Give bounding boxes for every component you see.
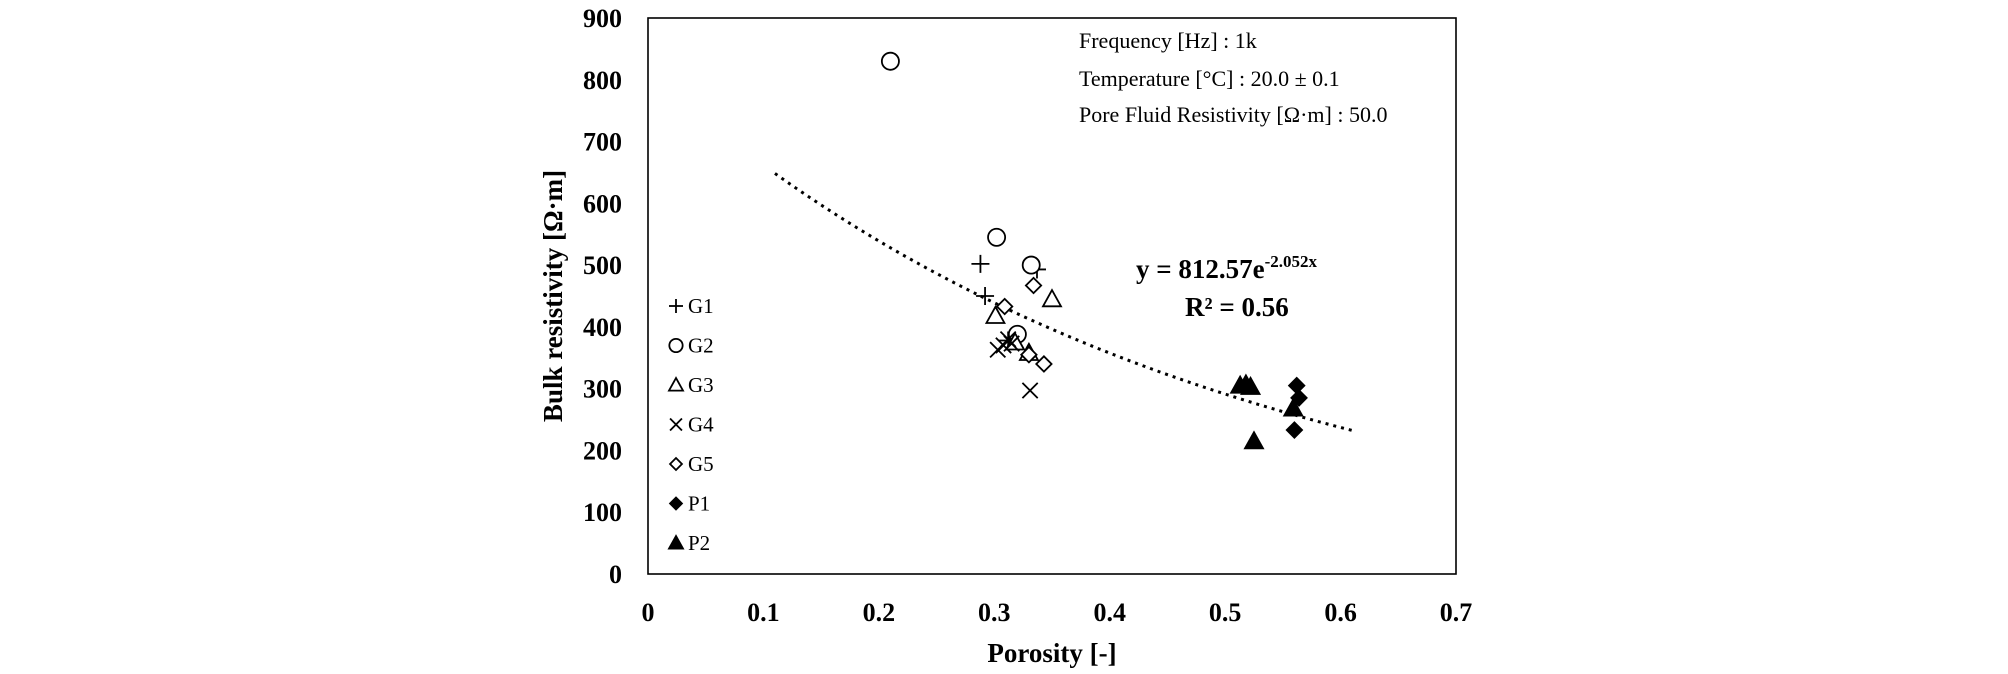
data-point-g4 [1021, 382, 1039, 399]
x-tick-label: 0.2 [863, 598, 896, 627]
y-tick-label: 0 [609, 560, 622, 589]
data-point-g5 [995, 297, 1014, 316]
legend-marker-g1 [669, 299, 683, 313]
data-point-g3 [1041, 288, 1063, 308]
legend-marker-p1 [668, 496, 684, 511]
data-point-p1 [1287, 376, 1306, 395]
x-tick-label: 0.1 [747, 598, 780, 627]
series-g2 [880, 51, 1041, 344]
y-tick-label: 400 [583, 313, 622, 342]
legend-marker-p2 [667, 534, 685, 550]
legend-item-p2: P2 [667, 531, 710, 555]
y-tick-label: 300 [583, 375, 622, 404]
y-tick-label: 600 [583, 189, 622, 218]
legend-item-g5: G5 [668, 452, 714, 476]
x-tick-label: 0.7 [1440, 598, 1473, 627]
x-tick-label: 0.5 [1209, 598, 1242, 627]
x-tick-label: 0.6 [1324, 598, 1357, 627]
legend-label: G4 [688, 413, 714, 437]
data-point-p2 [1240, 375, 1262, 395]
legend-marker-g3 [667, 376, 685, 392]
legend-item-g2: G2 [668, 334, 714, 358]
y-axis-ticks: 0 100 200 300 400 500 600 700 800 900 [583, 4, 622, 589]
x-axis-title: Porosity [-] [987, 638, 1116, 668]
y-tick-label: 100 [583, 498, 622, 527]
legend-item-g1: G1 [669, 294, 714, 318]
x-axis-ticks: 0 0.1 0.2 0.3 0.4 0.5 0.6 0.7 [642, 598, 1473, 627]
data-points [880, 51, 1308, 450]
y-tick-label: 500 [583, 251, 622, 280]
r-squared-text: R² = 0.56 [1185, 292, 1289, 322]
x-tick-label: 0.3 [978, 598, 1011, 627]
data-point-g5 [1024, 276, 1043, 295]
legend-label: P1 [688, 492, 710, 516]
measurement-conditions: Frequency [Hz] : 1k Temperature [°C] : 2… [1079, 28, 1387, 127]
x-tick-label: 0.4 [1093, 598, 1126, 627]
equation-text: y = 812.57e-2.052x [1136, 252, 1318, 284]
data-point-g4 [1003, 335, 1020, 352]
equation-main: y = 812.57e [1136, 254, 1265, 284]
legend-item-g3: G3 [667, 373, 714, 397]
legend: G1 G2 G3 G4 G5 P1 P2 [667, 294, 714, 555]
x-tick-label: 0 [642, 598, 655, 627]
legend-item-p1: P1 [668, 492, 710, 516]
data-point-p2 [1282, 397, 1304, 417]
data-point-g1 [971, 254, 990, 273]
data-point-g2 [1021, 255, 1041, 275]
data-point-g2 [880, 51, 900, 71]
data-point-g3 [984, 304, 1006, 324]
trendline-equation: y = 812.57e-2.052x R² = 0.56 [1136, 252, 1318, 322]
legend-label: G3 [688, 373, 714, 397]
legend-label: G2 [688, 334, 714, 358]
y-tick-label: 200 [583, 436, 622, 465]
y-axis-title: Bulk resistivity [Ω·m] [538, 170, 568, 422]
annotation-pore-fluid: Pore Fluid Resistivity [Ω·m] : 50.0 [1079, 102, 1387, 127]
y-tick-label: 700 [583, 128, 622, 157]
data-point-g1 [976, 287, 995, 305]
series-p2 [1229, 373, 1304, 450]
data-point-g2 [987, 227, 1007, 247]
data-point-p1 [1285, 421, 1304, 439]
legend-label: G1 [688, 294, 714, 318]
data-point-g5 [1019, 345, 1038, 364]
trendline-exponential [774, 172, 1353, 432]
annotation-frequency: Frequency [Hz] : 1k [1079, 28, 1257, 53]
legend-label: P2 [688, 531, 710, 555]
data-point-p2 [1243, 430, 1265, 450]
legend-marker-g4 [669, 417, 683, 432]
data-point-g5 [1034, 355, 1053, 373]
y-tick-label: 800 [583, 66, 622, 95]
legend-marker-g2 [668, 337, 684, 354]
plot-frame [647, 17, 1457, 575]
series-g5 [995, 276, 1053, 373]
legend-item-g4: G4 [669, 413, 714, 437]
y-tick-label: 900 [583, 4, 622, 33]
legend-marker-g5 [668, 456, 684, 472]
annotation-temperature: Temperature [°C] : 20.0 ± 0.1 [1079, 66, 1340, 91]
equation-exponent: -2.052x [1265, 252, 1318, 271]
legend-label: G5 [688, 452, 714, 476]
series-g4 [989, 330, 1039, 399]
